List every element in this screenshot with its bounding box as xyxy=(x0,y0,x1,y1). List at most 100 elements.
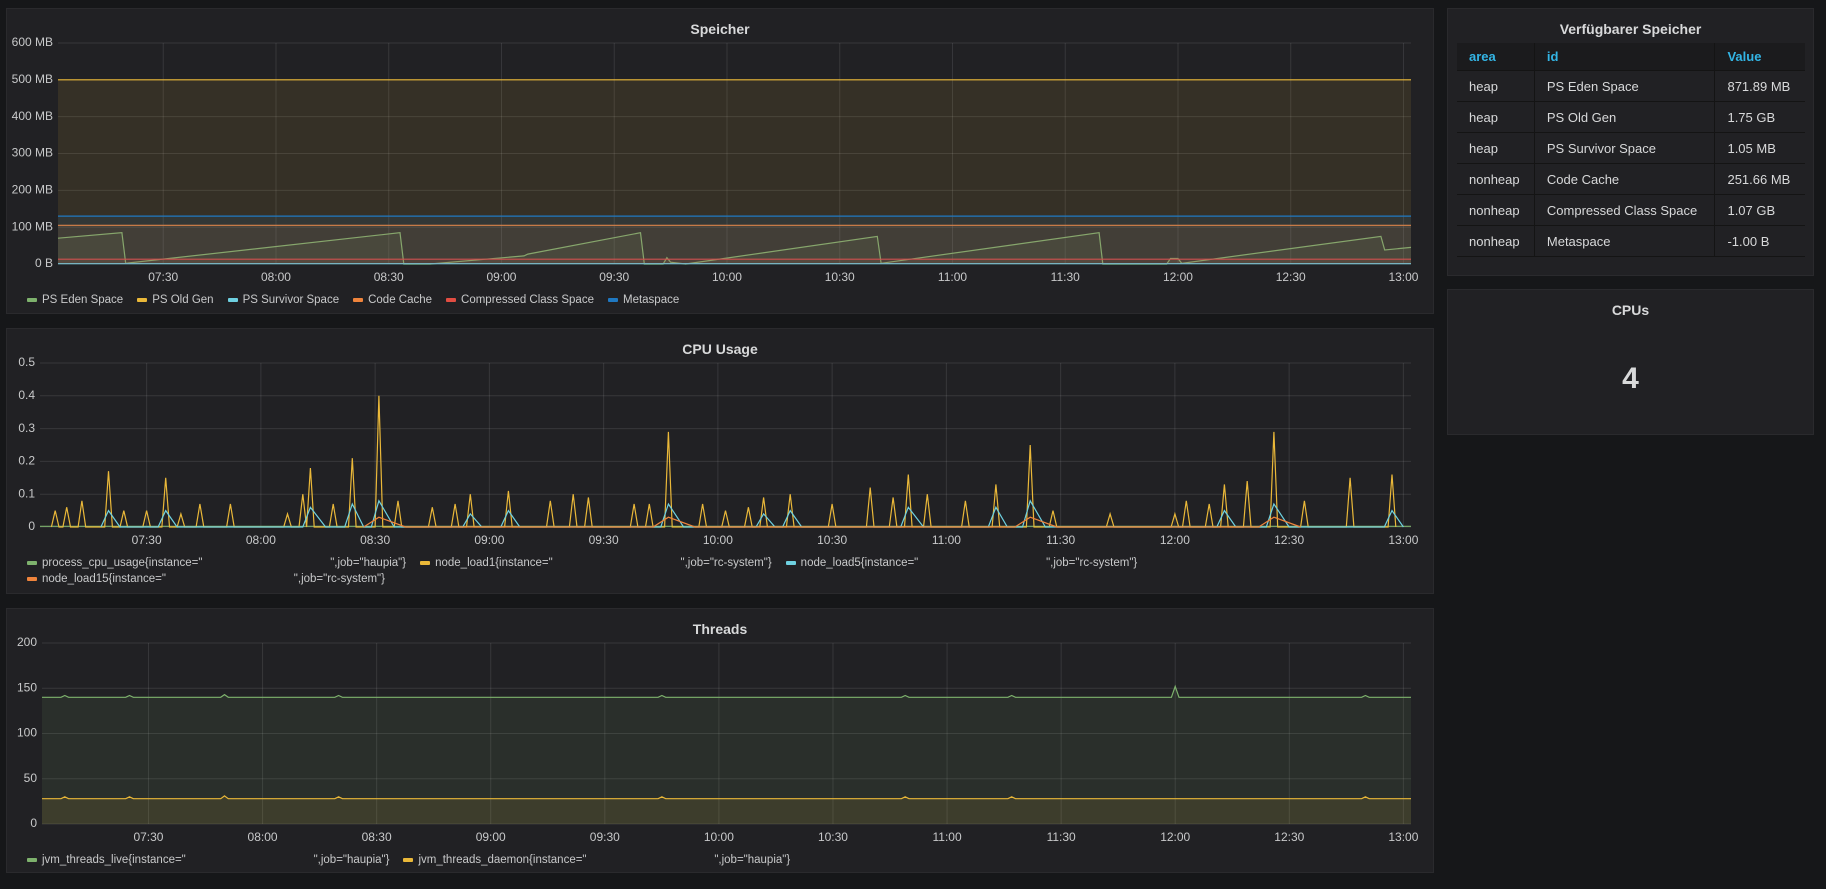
series-fill xyxy=(58,259,1411,264)
series-fill xyxy=(42,686,1411,824)
legend-swatch xyxy=(607,298,618,302)
x-tick-label: 09:30 xyxy=(589,533,619,547)
x-tick-label: 07:30 xyxy=(148,270,178,284)
legend-label: Code Cache xyxy=(368,294,433,306)
y-tick-label: 200 MB xyxy=(12,183,53,197)
chart-panel: Threads 0 50 100 150 200 07:30 08:00 08:30 09:00 0… xyxy=(6,608,1434,873)
column-header: Value xyxy=(1714,43,1805,71)
legend: PS Eden Space PS Old Gen PS Survivor Space… xyxy=(27,294,1413,306)
legend-label: jvm_threads_live{instance=" ",job="haupi… xyxy=(42,854,390,866)
x-tick-label: 12:30 xyxy=(1274,533,1304,547)
y-tick-label: 0 B xyxy=(35,256,53,270)
stat-panel: CPUs 4 xyxy=(1447,289,1814,435)
column-header: id xyxy=(1533,43,1715,71)
table-cell: PS Eden Space xyxy=(1533,70,1715,102)
x-tick-label: 11:00 xyxy=(932,533,961,547)
x-tick-label: 09:00 xyxy=(486,270,516,284)
table-cell: heap xyxy=(1457,101,1535,133)
y-tick-label: 0 xyxy=(30,816,37,830)
y-tick-label: 0.2 xyxy=(18,454,35,468)
series-line xyxy=(50,395,1397,528)
legend-item: PS Old Gen xyxy=(137,294,214,306)
legend-swatch xyxy=(27,561,37,565)
y-tick-label: 200 xyxy=(17,635,37,649)
legend-item: node_load5{instance=" ",job="rc-system"} xyxy=(785,557,1138,569)
legend-item: process_cpu_usage{instance=" ",job="haup… xyxy=(27,557,406,569)
legend-item: Code Cache xyxy=(353,294,432,306)
legend-label: Compressed Class Space xyxy=(461,294,594,306)
legend: jvm_threads_live{instance=" ",job="haupi… xyxy=(27,854,1413,866)
x-tick-label: 07:30 xyxy=(133,830,163,844)
series-fill xyxy=(58,232,1411,264)
legend-label: PS Survivor Space xyxy=(242,294,340,306)
x-tick-label: 08:30 xyxy=(362,830,392,844)
y-tick-label: 50 xyxy=(24,771,38,785)
table-cell: Compressed Class Space xyxy=(1533,194,1715,226)
table-row: nonheap Metaspace -1.00 B xyxy=(1457,225,1805,257)
legend-item: jvm_threads_live{instance=" ",job="haupi… xyxy=(27,854,389,866)
legend-label: node_load1{instance=" ",job="rc-system"} xyxy=(435,557,772,569)
table-row: nonheap Compressed Class Space 1.07 GB xyxy=(1457,194,1805,226)
x-tick-label: 12:00 xyxy=(1163,270,1193,284)
series-fill xyxy=(42,795,1411,824)
y-tick-label: 600 MB xyxy=(12,35,53,49)
table-cell: 251.66 MB xyxy=(1714,163,1805,195)
table-cell: heap xyxy=(1457,70,1535,102)
series-fill xyxy=(58,79,1411,264)
column-header: area xyxy=(1457,43,1535,71)
panel-title: Verfügbarer Speicher xyxy=(1559,21,1702,37)
legend-label: Metaspace xyxy=(622,294,680,306)
table-cell: PS Old Gen xyxy=(1533,101,1715,133)
y-tick-label: 0.1 xyxy=(18,486,35,500)
table-row: nonheap Code Cache 251.66 MB xyxy=(1457,163,1805,195)
stat-value: 4 xyxy=(1622,362,1639,395)
table-cell: PS Survivor Space xyxy=(1533,132,1715,164)
x-tick-label: 11:30 xyxy=(1051,270,1080,284)
legend-swatch xyxy=(227,298,238,302)
table-panel: Verfügbarer Speicher area id Value heap PS E… xyxy=(1447,8,1814,276)
table-cell: heap xyxy=(1457,132,1535,164)
x-tick-label: 08:30 xyxy=(360,533,390,547)
table-row: heap PS Eden Space 871.89 MB xyxy=(1457,70,1805,102)
y-tick-label: 300 MB xyxy=(12,146,53,160)
table-cell: nonheap xyxy=(1457,163,1535,195)
chart-panel: CPU Usage 0 0.1 0.2 0.3 0.4 0.5 07:30 08:00 08:30… xyxy=(6,328,1434,594)
chart-panel: Speicher 0 B 100 MB 200 MB 300 MB 400 MB 500 M… xyxy=(6,8,1434,314)
table-row: heap PS Old Gen 1.75 GB xyxy=(1457,101,1805,133)
table-row: heap PS Survivor Space 1.05 MB xyxy=(1457,132,1805,164)
x-tick-label: 09:30 xyxy=(599,270,629,284)
chart: 0 50 100 150 200 07:30 08:00 08:30 09:00 09:30 10:… xyxy=(17,635,1419,844)
chart: 0 B 100 MB 200 MB 300 MB 400 MB 500 MB 600 MB 0… xyxy=(12,35,1419,284)
series-fill xyxy=(58,225,1411,264)
panel-title: Speicher xyxy=(690,21,750,37)
table-cell: Code Cache xyxy=(1533,163,1715,195)
panel-title: CPUs xyxy=(1611,302,1650,318)
legend-item: PS Survivor Space xyxy=(227,294,340,306)
x-tick-label: 11:00 xyxy=(932,830,961,844)
series-line xyxy=(42,795,1411,800)
x-tick-label: 12:30 xyxy=(1274,830,1304,844)
legend-swatch xyxy=(785,561,796,565)
x-tick-label: 13:00 xyxy=(1388,270,1418,284)
x-tick-label: 09:30 xyxy=(590,830,620,844)
y-tick-label: 0.4 xyxy=(18,388,35,402)
x-tick-label: 12:30 xyxy=(1276,270,1306,284)
legend-item: Compressed Class Space xyxy=(446,294,594,306)
x-tick-label: 08:30 xyxy=(374,270,404,284)
x-tick-label: 10:00 xyxy=(704,830,734,844)
y-tick-label: 100 MB xyxy=(12,219,53,233)
legend-label: node_load5{instance=" ",job="rc-system"} xyxy=(800,557,1138,569)
chart: 0 0.1 0.2 0.3 0.4 0.5 07:30 08:00 08:30 09:00 09:3… xyxy=(18,355,1418,547)
legend-swatch xyxy=(27,577,37,581)
series-line xyxy=(363,516,1301,528)
x-tick-label: 10:00 xyxy=(712,270,742,284)
x-tick-label: 12:00 xyxy=(1160,533,1190,547)
legend-item: Metaspace xyxy=(607,294,680,306)
table-cell: nonheap xyxy=(1457,194,1535,226)
legend-item: node_load15{instance=" ",job="rc-system"… xyxy=(27,573,385,585)
table-cell: 1.75 GB xyxy=(1714,101,1805,133)
x-tick-label: 10:30 xyxy=(817,533,847,547)
legend-swatch xyxy=(446,298,457,302)
table-cell: 871.89 MB xyxy=(1714,70,1805,102)
